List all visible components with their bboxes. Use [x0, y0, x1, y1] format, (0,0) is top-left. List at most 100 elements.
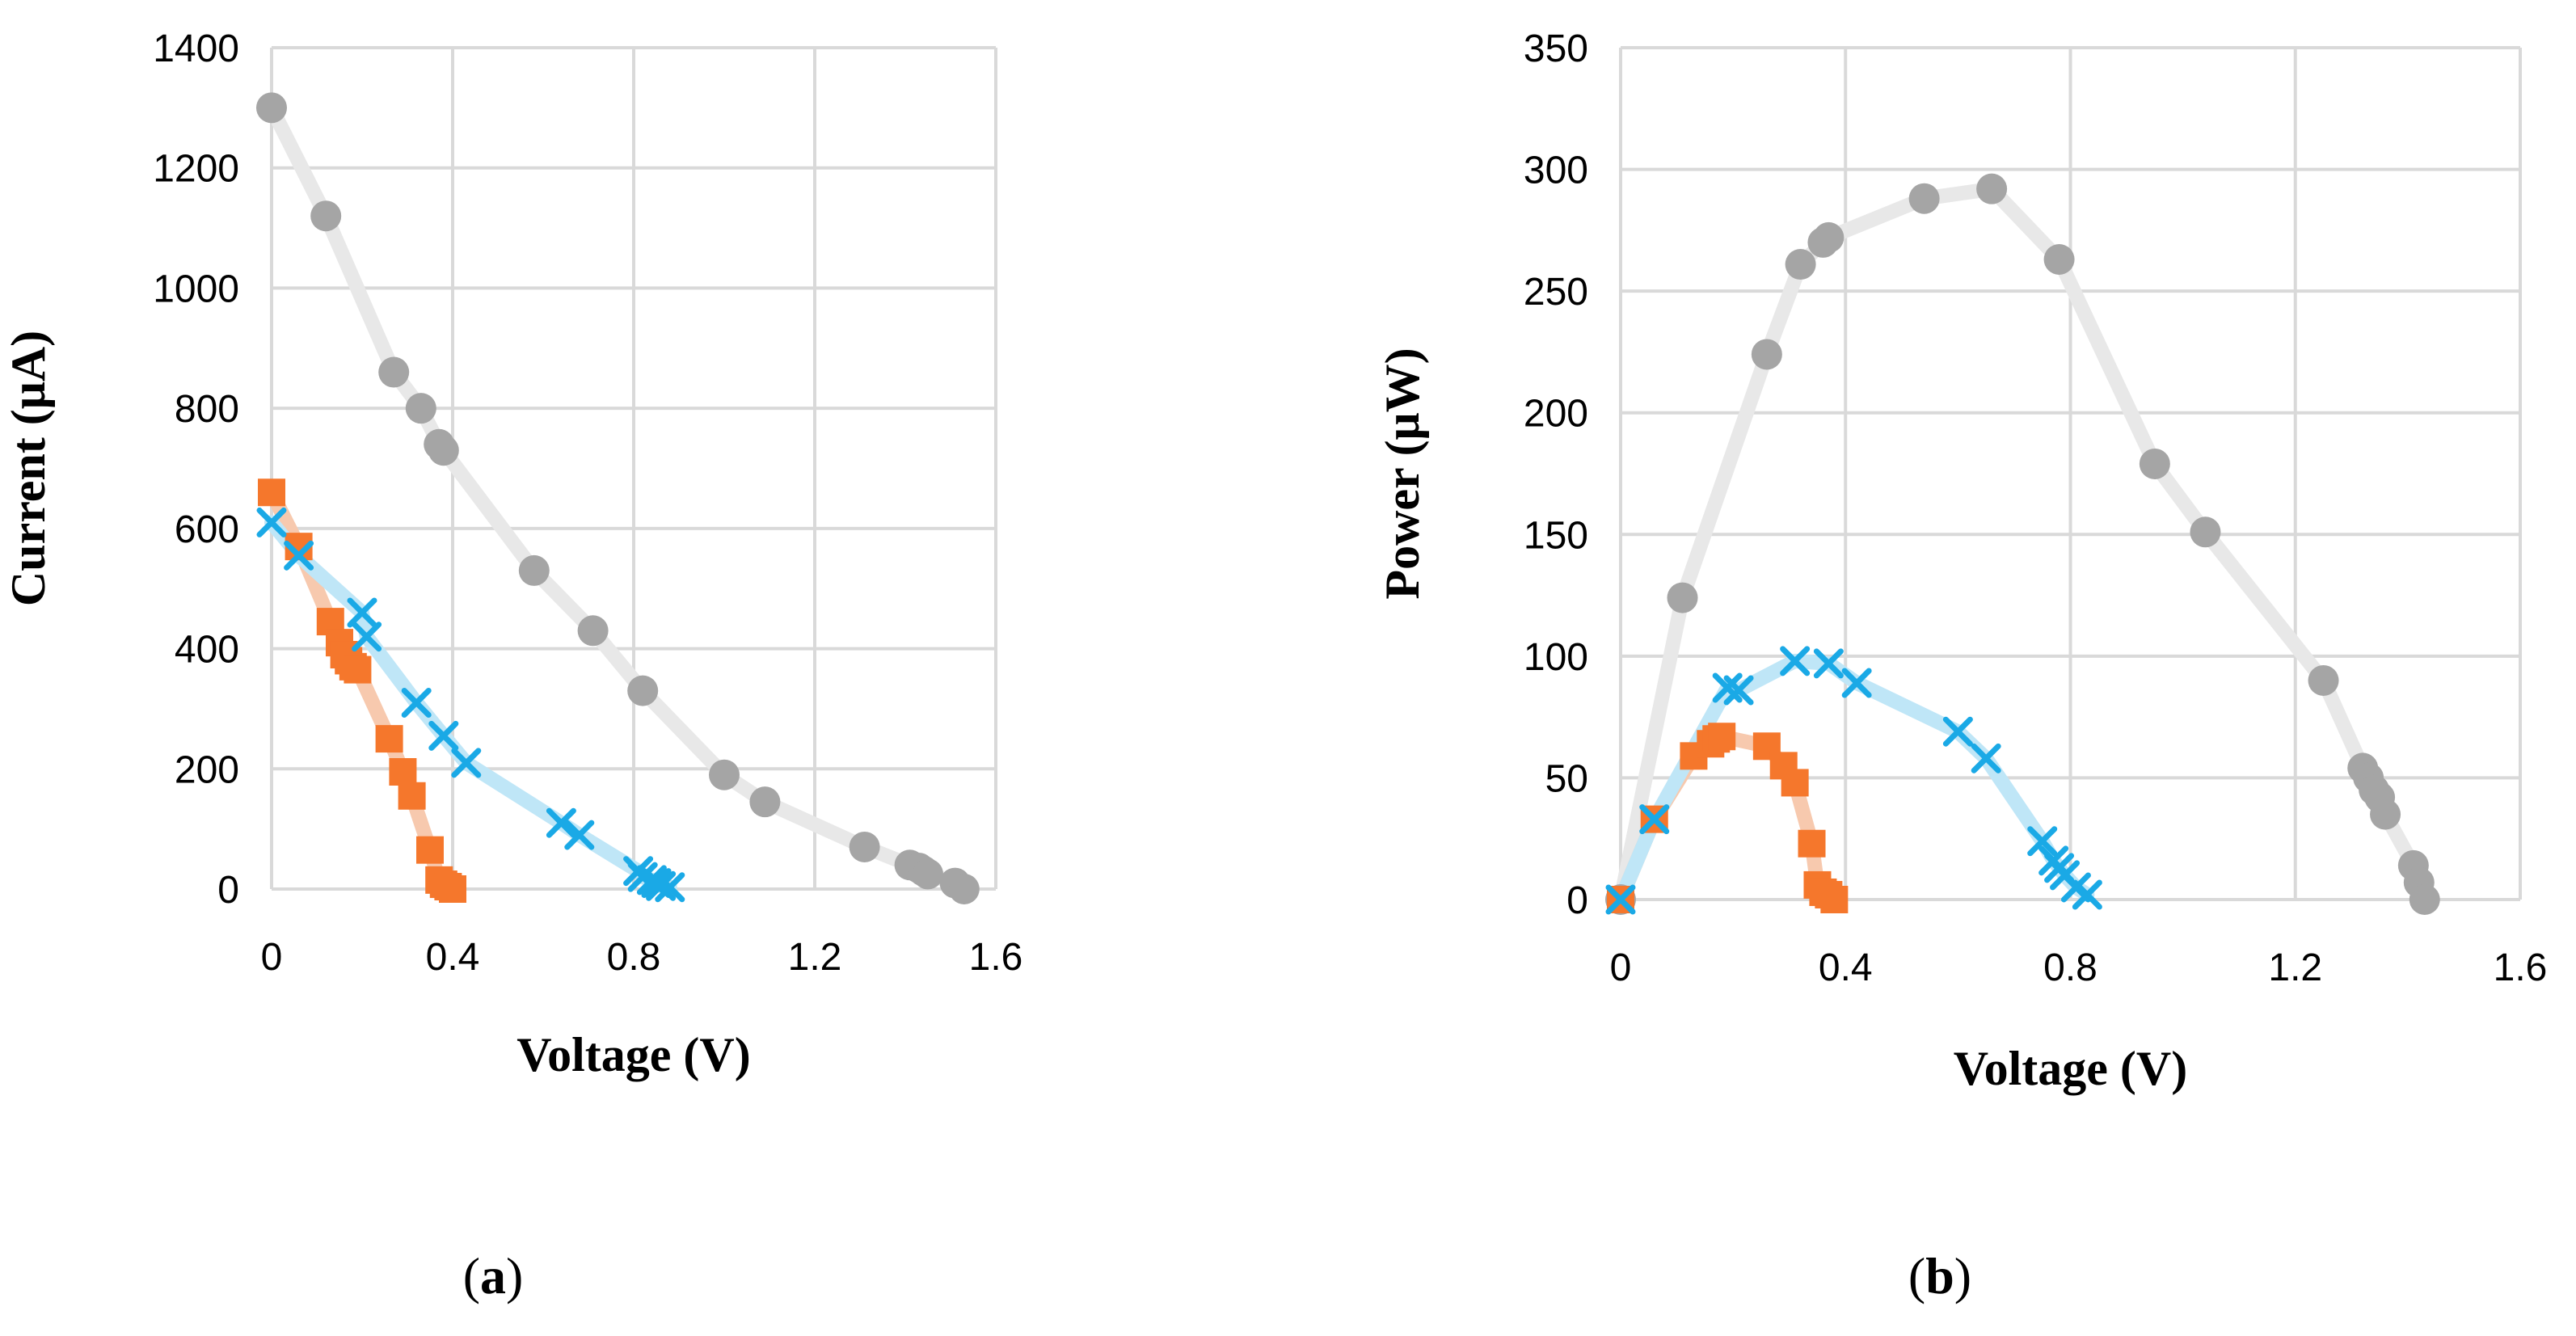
data-point-blue-crosses [1780, 646, 1811, 676]
y-tick-label: 0 [217, 869, 239, 912]
data-point-gray-circles [256, 92, 287, 124]
panel-label-close: ) [506, 1247, 523, 1304]
data-point-gray-circles [1667, 582, 1698, 613]
data-point-gray-circles [428, 435, 459, 466]
data-point-blue-crosses [1813, 648, 1844, 679]
data-point-blue-crosses [1639, 804, 1670, 835]
data-point-blue-crosses [546, 807, 576, 838]
data-point-blue-crosses [1723, 675, 1754, 706]
y-tick-label: 200 [1524, 393, 1588, 436]
series-line-gray-circles [1613, 181, 2432, 907]
data-point-gray-circles [1976, 173, 2008, 204]
data-point-gray-circles [518, 554, 550, 586]
panel-label-letter: a [480, 1247, 506, 1304]
chart-panel-a: 0 200 400 600 800 1000 1200 1400 0 0.4 0.8 1.2 1.6 Vo… [2, 27, 1022, 1304]
x-tick-label: 0.4 [426, 936, 480, 979]
panel-label-open: ( [1908, 1247, 1925, 1304]
y-tick-label: 1200 [153, 148, 239, 191]
data-point-gray-circles [577, 615, 609, 647]
x-tick-label: 0 [1610, 946, 1632, 989]
data-point-blue-crosses [1971, 743, 2001, 773]
data-point-blue-crosses [1605, 884, 1636, 915]
data-point-gray-circles [2409, 884, 2440, 915]
y-tick-label: 800 [175, 388, 239, 431]
data-point-blue-crosses [2072, 879, 2102, 910]
x-tick-label: 1.2 [788, 936, 842, 979]
data-point-gray-circles [1908, 183, 1940, 214]
series-line-gray-circles [264, 100, 972, 896]
data-point-gray-circles [2139, 448, 2170, 479]
data-point-blue-crosses [347, 597, 377, 628]
y-tick-label: 250 [1524, 271, 1588, 314]
data-point-gray-circles [2190, 516, 2221, 548]
y-tick-label: 200 [175, 748, 239, 791]
data-point-orange-squares [375, 725, 403, 753]
series-line-blue-crosses [1613, 653, 2095, 907]
y-tick-label: 400 [175, 629, 239, 672]
y-tick-label: 1400 [153, 27, 239, 70]
data-point-gray-circles [378, 356, 410, 388]
data-point-orange-squares [1781, 769, 1809, 797]
y-axis-title: Current (μA) [2, 331, 55, 606]
x-tick-label: 0 [261, 936, 283, 979]
data-point-orange-squares [416, 836, 444, 864]
data-point-gray-circles [2308, 664, 2339, 696]
data-point-gray-circles [627, 675, 659, 706]
x-axis-title: Voltage (V) [1954, 1042, 2187, 1095]
data-point-gray-circles [405, 393, 436, 424]
x-tick-label: 0.8 [2043, 946, 2097, 989]
data-point-orange-squares [1798, 829, 1826, 858]
y-axis-title: Power (μW) [1376, 348, 1429, 599]
data-point-blue-crosses [284, 540, 314, 571]
y-tick-label: 350 [1524, 27, 1588, 70]
x-tick-label: 1.6 [2494, 946, 2548, 989]
series-line-blue-crosses [264, 515, 677, 895]
panel-label: (a) [463, 1247, 524, 1304]
data-point-gray-circles [310, 200, 342, 232]
data-point-gray-circles [913, 858, 943, 890]
data-point-blue-crosses [401, 687, 432, 718]
data-point-blue-crosses [564, 820, 595, 850]
data-point-orange-squares [398, 782, 426, 810]
data-point-blue-crosses [428, 720, 459, 751]
y-tick-label: 1000 [153, 268, 239, 310]
data-point-orange-squares [344, 655, 372, 684]
data-point-blue-crosses [2027, 826, 2058, 857]
y-tick-label: 300 [1524, 150, 1588, 192]
data-point-orange-squares [1820, 886, 1849, 913]
data-point-gray-circles [2043, 243, 2075, 275]
data-point-orange-squares [439, 875, 466, 903]
data-point-gray-circles [1751, 339, 1782, 370]
y-tick-label: 0 [1566, 879, 1588, 922]
x-tick-label: 1.6 [969, 936, 1023, 979]
chart-panel-b: 0 50 100 150 200 250 300 350 0 0.4 0.8 1.2 1.6 Voltag… [1376, 27, 2547, 1304]
x-tick-label: 0.4 [1819, 946, 1873, 989]
panel-label-open: ( [463, 1247, 480, 1304]
data-point-blue-crosses [655, 872, 685, 903]
data-point-gray-circles [849, 831, 880, 862]
data-point-blue-crosses [1841, 668, 1872, 698]
y-tick-label: 150 [1524, 514, 1588, 557]
x-axis-title: Voltage (V) [516, 1028, 750, 1081]
x-tick-label: 0.8 [607, 936, 661, 979]
data-point-gray-circles [1785, 249, 1816, 280]
y-tick-label: 100 [1524, 636, 1588, 679]
data-point-gray-circles [1813, 221, 1845, 253]
data-point-orange-squares [389, 758, 417, 786]
data-point-gray-circles [709, 759, 740, 790]
data-point-blue-crosses [256, 507, 287, 537]
y-tick-label: 600 [175, 508, 239, 551]
data-point-orange-squares [258, 478, 285, 507]
panel-label-letter: b [1925, 1247, 1954, 1304]
x-tick-label: 1.2 [2268, 946, 2322, 989]
data-point-blue-crosses [352, 622, 382, 652]
data-point-orange-squares [1708, 723, 1736, 751]
data-point-blue-crosses [646, 870, 677, 901]
panel-label-close: ) [1954, 1247, 1971, 1304]
y-tick-label: 50 [1545, 757, 1588, 800]
data-point-blue-crosses [451, 748, 482, 778]
data-point-gray-circles [948, 874, 980, 904]
data-point-gray-circles [749, 786, 781, 818]
data-point-gray-circles [2370, 799, 2401, 830]
